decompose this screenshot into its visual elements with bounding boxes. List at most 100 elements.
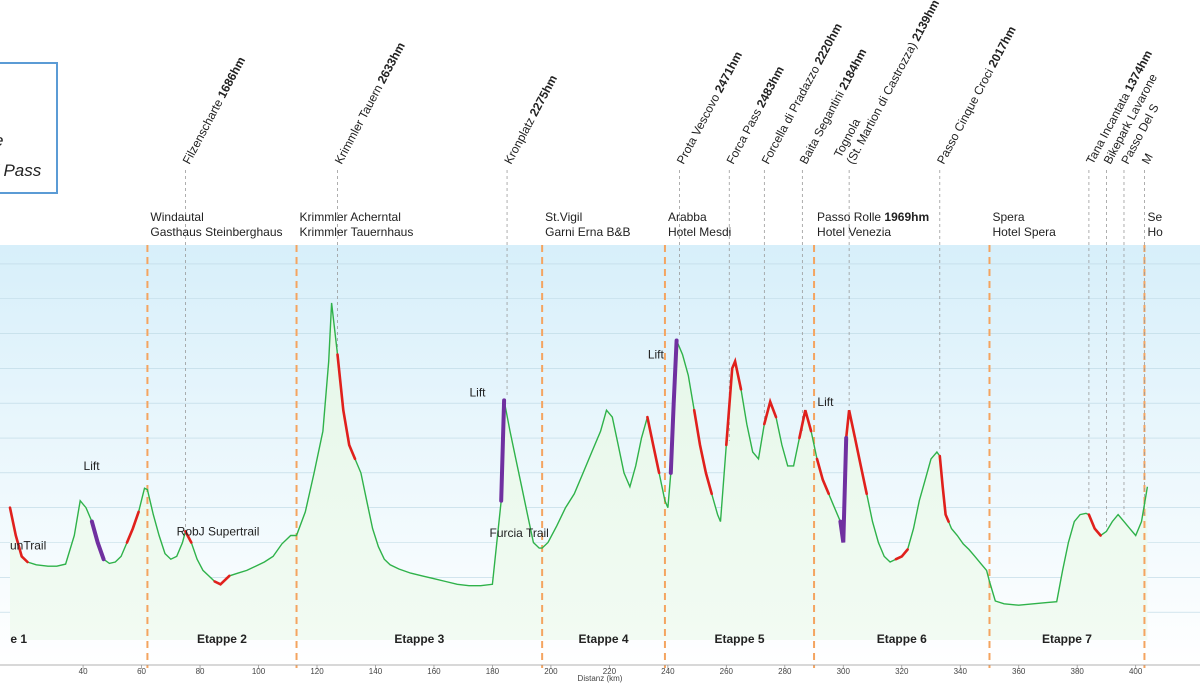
accommodation-name: Spera bbox=[992, 210, 1024, 224]
pass-elevation: 2184hm bbox=[836, 46, 869, 92]
pass-elevation: 2633hm bbox=[375, 40, 408, 86]
trail-label: Furcia Trail bbox=[490, 526, 549, 540]
lift-label: Lift bbox=[84, 459, 101, 473]
steep-segment bbox=[798, 409, 813, 440]
accommodation-name: Se bbox=[1147, 210, 1162, 224]
pass-label: Filzenscharte 1686hm bbox=[180, 54, 248, 166]
accommodation-name: Arabba bbox=[668, 210, 707, 224]
accommodation-hotel: Garni Erna B&B bbox=[545, 225, 630, 239]
x-tick-label: 380 bbox=[1071, 667, 1085, 676]
pass-guide-lines bbox=[185, 170, 1145, 528]
x-tick-label: 180 bbox=[486, 667, 500, 676]
stage-boundaries bbox=[146, 245, 1146, 668]
stage-label: e 1 bbox=[10, 632, 27, 646]
x-tick-label: 340 bbox=[954, 667, 968, 676]
pass-name: Kronplatz 2275hm bbox=[501, 73, 560, 167]
highlight-segments bbox=[8, 338, 1102, 586]
pass-label: Kronplatz 2275hm bbox=[501, 73, 560, 167]
pass-name: Krimmler Tauern 2633hm bbox=[332, 40, 408, 167]
x-tick-label: 60 bbox=[137, 667, 146, 676]
lift-label: Lift bbox=[817, 395, 834, 409]
steep-segment bbox=[125, 510, 140, 544]
x-tick-label: 200 bbox=[544, 667, 558, 676]
stage-label: Etappe 4 bbox=[579, 632, 629, 646]
pass-label: M bbox=[1139, 151, 1156, 166]
steep-segment bbox=[894, 548, 909, 561]
x-tick-label: 300 bbox=[837, 667, 851, 676]
steep-segment bbox=[692, 408, 713, 496]
pass-elevation: 2471hm bbox=[712, 49, 745, 95]
accommodation-hotel: Krimmler Tauernhaus bbox=[300, 225, 414, 239]
steep-segment bbox=[8, 506, 29, 564]
accommodation-hotel: Hotel Mesdi bbox=[668, 225, 731, 239]
lift-label: Lift bbox=[648, 348, 665, 362]
steep-segment bbox=[725, 357, 743, 447]
pass-name: M bbox=[1139, 151, 1156, 166]
accommodation-name: Krimmler Acherntal bbox=[300, 210, 401, 224]
accommodation-elevation: 1969hm bbox=[884, 210, 929, 224]
legend-box bbox=[0, 62, 58, 194]
x-axis: 40 60 80 100 120 140 160 180 200 220 240 260 280 300 3… bbox=[0, 664, 1200, 676]
accommodation-name: Passo Rolle 1969hm bbox=[817, 210, 929, 224]
accommodation-hotel: Ho bbox=[1147, 225, 1163, 239]
pass-elevation: 2017hm bbox=[985, 24, 1018, 70]
accommodation-hotel: Hotel Venezia bbox=[817, 225, 891, 239]
elevation-area bbox=[10, 302, 1148, 640]
stage-label: Etappe 3 bbox=[394, 632, 444, 646]
stage-labels: e 1 Etappe 2 Etappe 3 Etappe 4 Etappe 5 Etapp… bbox=[10, 632, 1092, 646]
steep-segment bbox=[815, 457, 830, 496]
x-tick-label: 80 bbox=[196, 667, 205, 676]
accommodation-hotel: Hotel Spera bbox=[992, 225, 1056, 239]
steep-segment bbox=[646, 415, 661, 475]
pass-elevation: 2220hm bbox=[812, 21, 845, 67]
steep-segment bbox=[336, 353, 357, 461]
steep-segment bbox=[1087, 513, 1102, 537]
trail-label: RobJ Supertrail bbox=[177, 525, 260, 539]
x-tick-label: 240 bbox=[661, 667, 675, 676]
pass-elevation: 2275hm bbox=[527, 73, 560, 119]
stage-label: Etappe 2 bbox=[197, 632, 247, 646]
pass-label: Passo Cinque Croci 2017hm bbox=[934, 24, 1019, 167]
accommodation-name: Windautal bbox=[150, 210, 203, 224]
pass-labels: Filzenscharte 1686hm Krimmler Tauern 2633… bbox=[180, 0, 1162, 166]
stage-label: Etappe 6 bbox=[877, 632, 927, 646]
lift-segment bbox=[499, 398, 507, 503]
x-tick-label: 280 bbox=[778, 667, 792, 676]
pass-name: Filzenscharte 1686hm bbox=[180, 54, 248, 166]
pass-elevation: 2483hm bbox=[754, 64, 787, 110]
pass-elevation: 1686hm bbox=[215, 54, 248, 100]
lift-label: Lift bbox=[469, 385, 486, 399]
x-tick-label: 360 bbox=[1012, 667, 1026, 676]
steep-segment bbox=[938, 454, 950, 523]
x-tick-label: 260 bbox=[720, 667, 734, 676]
lift-segment bbox=[89, 519, 106, 562]
legend-entry: e bbox=[0, 131, 3, 151]
steep-segment bbox=[184, 530, 193, 544]
legend-entry: / Pass bbox=[0, 161, 42, 180]
steep-segment bbox=[844, 409, 868, 496]
trail-label: unTrail bbox=[10, 538, 46, 552]
steep-segment bbox=[213, 574, 231, 586]
accommodation-name: St.Vigil bbox=[545, 210, 582, 224]
stage-label: Etappe 5 bbox=[714, 632, 764, 646]
pass-elevation: 2139hm bbox=[909, 0, 942, 43]
lift-segment bbox=[668, 338, 679, 475]
pass-name: Passo Cinque Croci 2017hm bbox=[934, 24, 1019, 167]
lift-and-trail-labels: Lift Lift Lift Lift unTrail RobJ Supertrail Fu… bbox=[10, 348, 834, 553]
x-tick-label: 400 bbox=[1129, 667, 1143, 676]
lift-segment bbox=[838, 436, 849, 543]
x-tick-label: 140 bbox=[369, 667, 383, 676]
pass-name-detail: (St. Martion di Castrozza) 2139hm bbox=[843, 0, 942, 166]
x-tick-label: 40 bbox=[79, 667, 88, 676]
x-tick-label: 320 bbox=[895, 667, 909, 676]
x-axis-label: Distanz (km) bbox=[578, 674, 623, 683]
accommodation-hotel: Gasthaus Steinberghaus bbox=[150, 225, 282, 239]
stage-label: Etappe 7 bbox=[1042, 632, 1092, 646]
pass-label: Krimmler Tauern 2633hm bbox=[332, 40, 408, 167]
x-tick-label: 100 bbox=[252, 667, 266, 676]
x-tick-label: 120 bbox=[310, 667, 324, 676]
x-tick-label: 220 bbox=[603, 667, 617, 676]
steep-segment bbox=[763, 397, 778, 426]
